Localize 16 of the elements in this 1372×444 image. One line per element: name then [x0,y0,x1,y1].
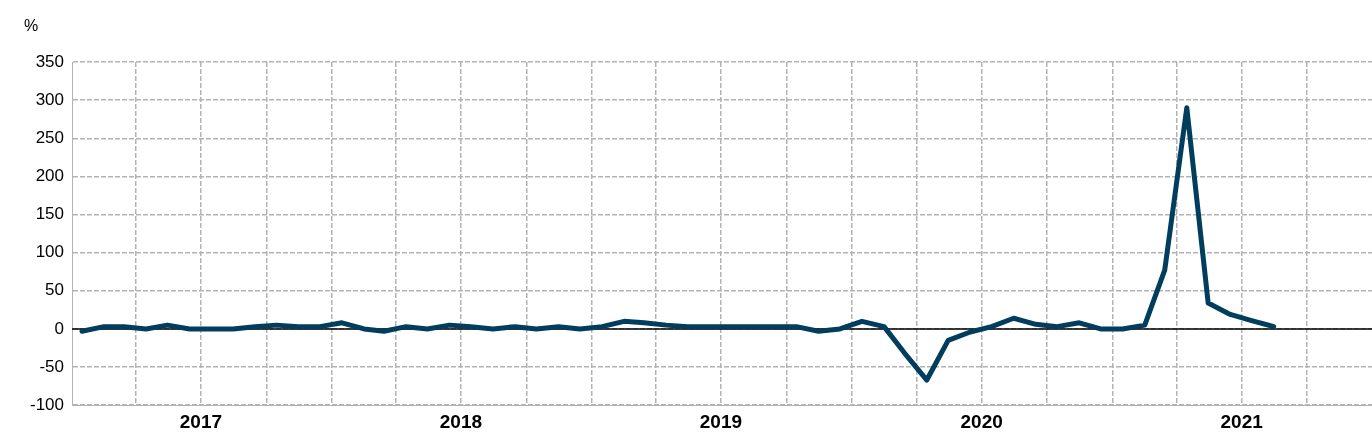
y-tick-label: 200 [35,166,64,186]
y-tick-label: 250 [35,127,64,147]
y-tick-label: 100 [35,242,64,262]
y-tick-label: 150 [35,204,64,224]
y-tick-label: -100 [29,394,64,414]
y-axis-title: % [24,17,39,35]
y-tick-label: 300 [35,89,64,109]
x-tick-label: 2019 [699,410,743,432]
x-tick-label: 2021 [1220,410,1264,432]
y-tick-label: 0 [54,318,64,338]
x-tick-label: 2017 [179,410,223,432]
y-tick-label: 50 [45,280,64,300]
x-tick-label: 2018 [439,410,483,432]
y-tick-label: -50 [39,356,64,376]
y-tick-label: 350 [35,51,64,71]
x-tick-label: 2020 [960,410,1003,432]
